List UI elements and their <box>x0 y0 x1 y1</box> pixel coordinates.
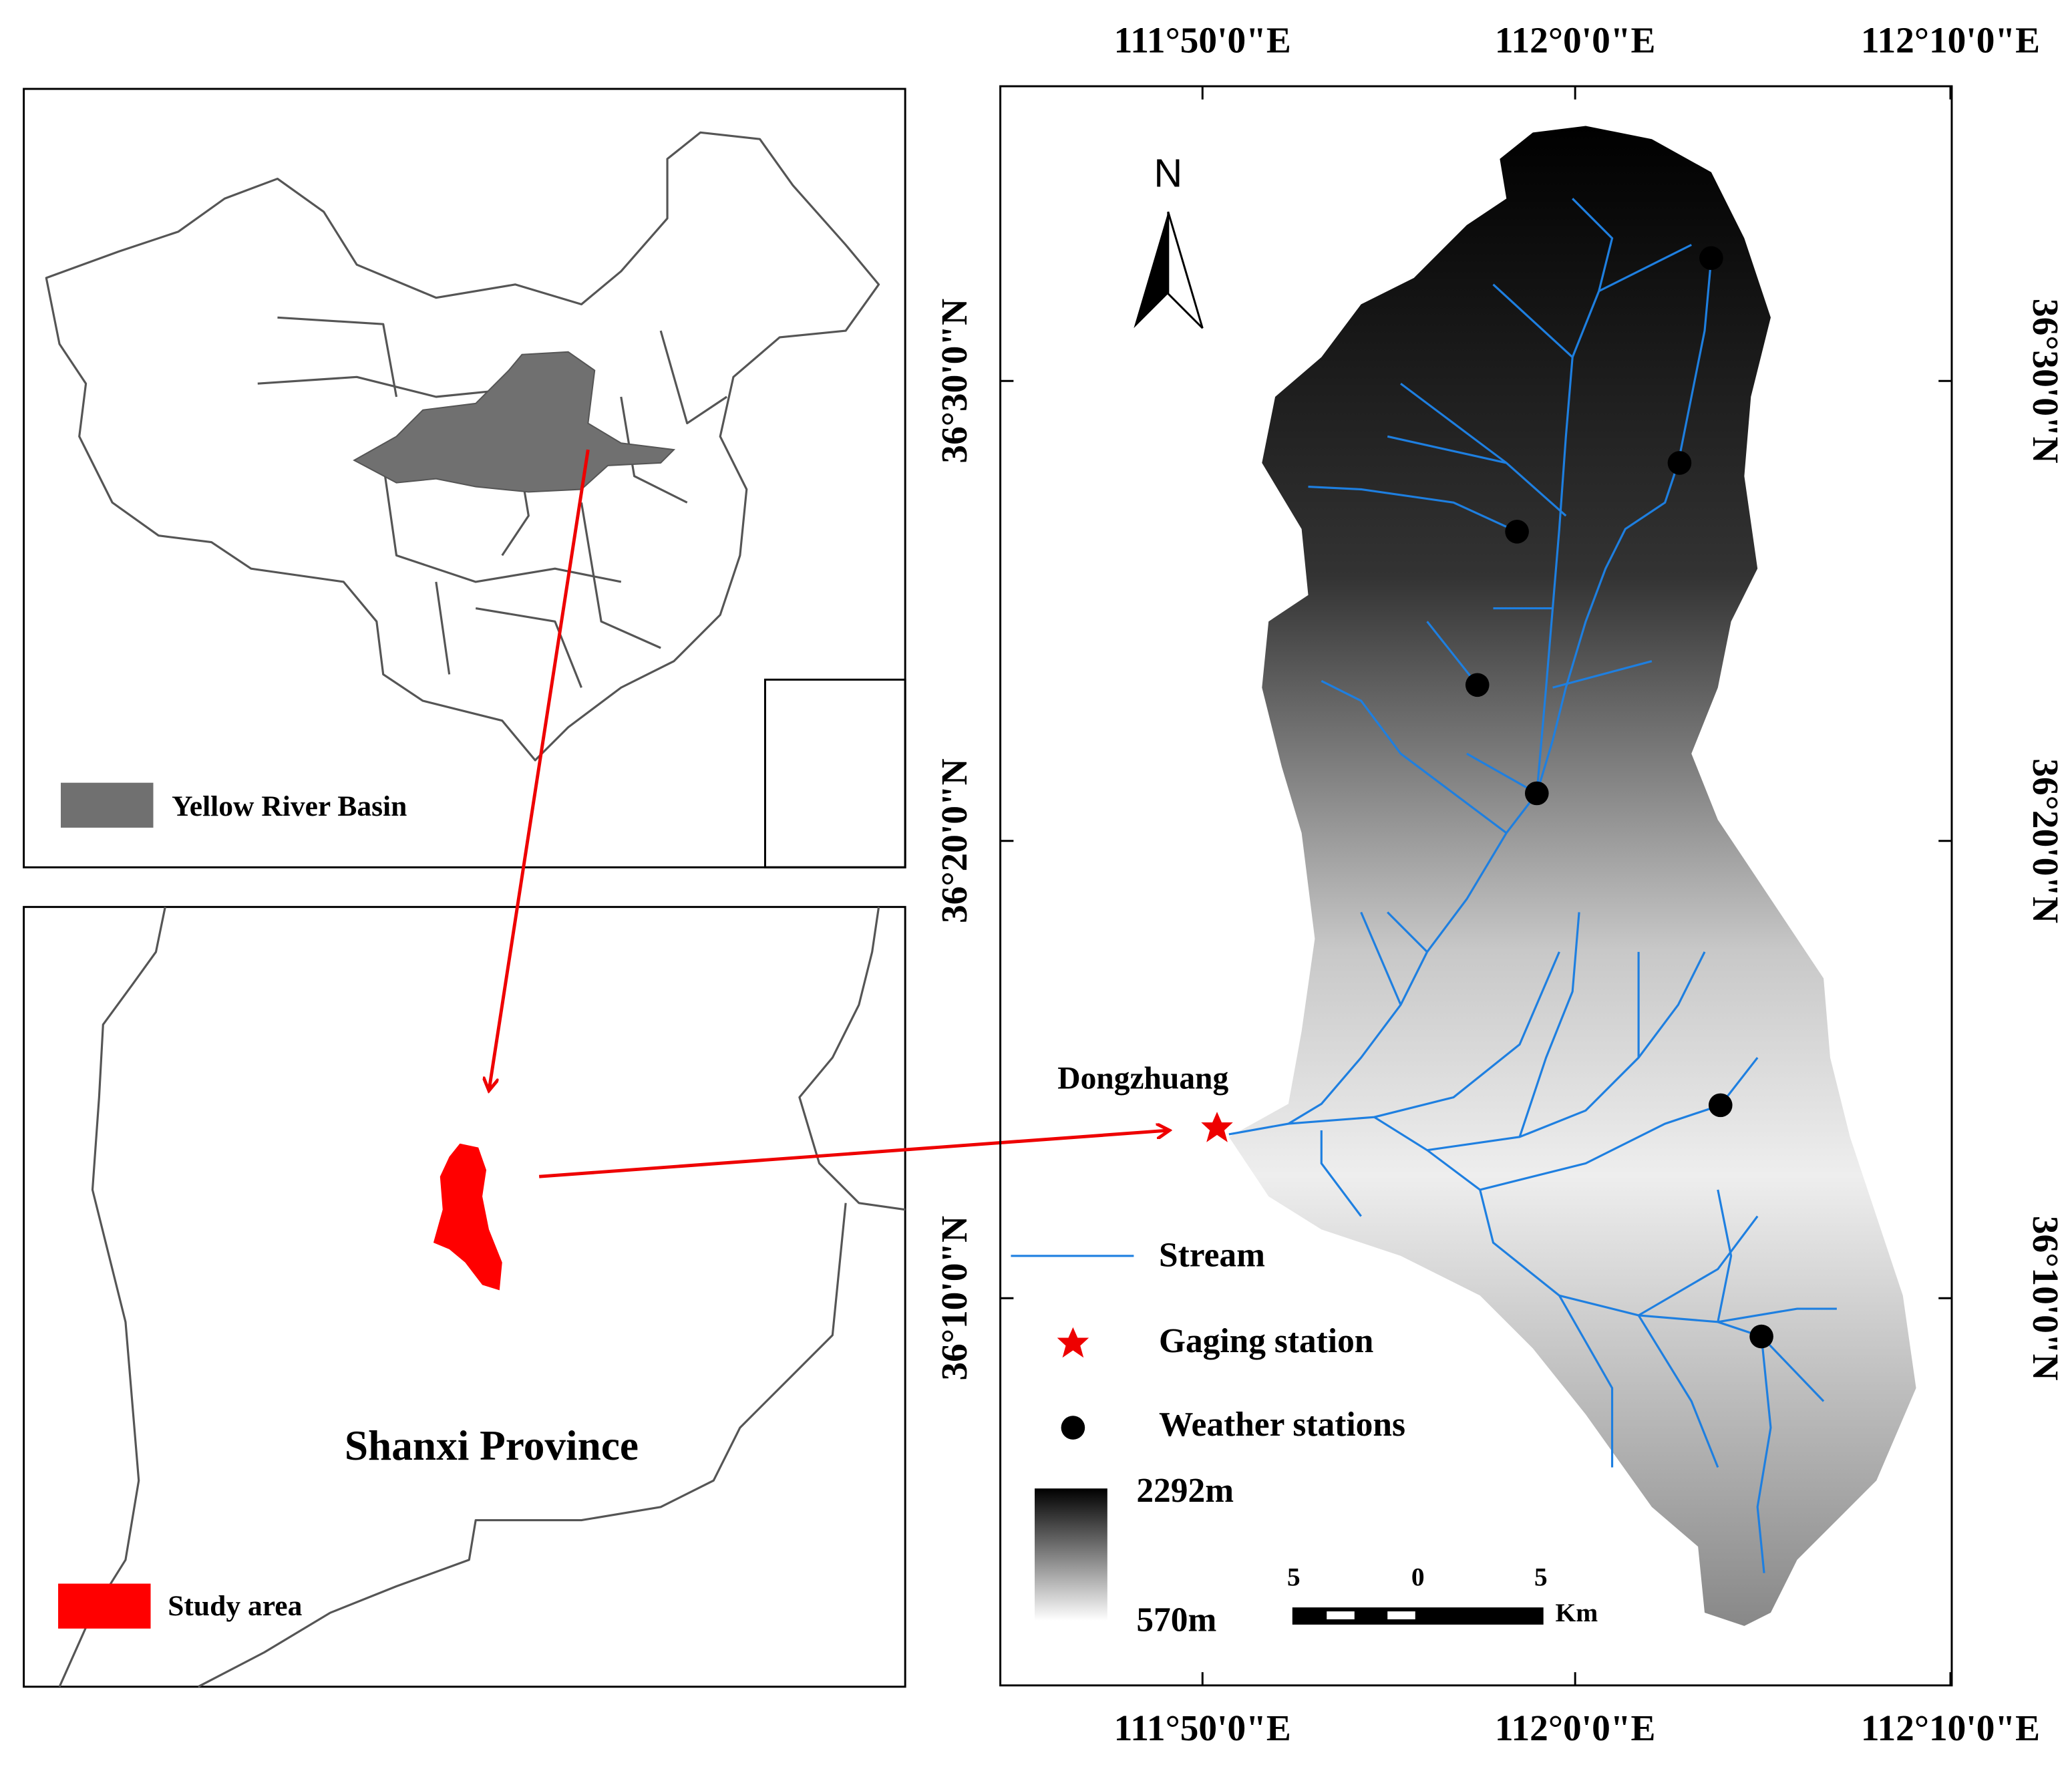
scale-bar-segment <box>1387 1611 1415 1619</box>
stream <box>1536 198 1614 794</box>
weather-station <box>1749 1324 1773 1349</box>
north-arrow <box>1134 212 1168 329</box>
scale-label: 5 <box>1287 1563 1301 1592</box>
legend-swatch <box>61 782 154 828</box>
province-boundary-east <box>198 907 906 1688</box>
south-sea-inset <box>763 678 906 868</box>
weather-stations <box>1465 246 1773 1349</box>
scale-bar-segment <box>1327 1611 1355 1619</box>
stream <box>1288 1116 1772 1573</box>
stream <box>1308 244 1692 610</box>
lon-label: 112°10'0"E <box>1861 1708 2040 1748</box>
stream <box>1320 1130 1837 1468</box>
legend-swatch <box>58 1583 151 1629</box>
elevation-max: 2292m <box>1136 1472 1234 1510</box>
province-label: Shanxi Province <box>345 1422 639 1469</box>
legend-star <box>1057 1327 1089 1358</box>
china-outline <box>45 131 880 762</box>
lat-label: 36°10'0"N <box>2025 1216 2066 1381</box>
lat-label: 36°20'0"N <box>2025 758 2066 923</box>
lon-label: 112°0'0"E <box>1495 20 1656 61</box>
watershed-dem <box>1228 126 1916 1626</box>
scale-unit: Km <box>1555 1598 1598 1627</box>
weather-station <box>1505 519 1529 544</box>
lon-label: 111°50'0"E <box>1114 20 1291 61</box>
lon-label: 111°50'0"E <box>1114 1708 1291 1748</box>
north-arrow <box>1167 211 1204 329</box>
scale-label: 0 <box>1411 1563 1425 1592</box>
overview-frame <box>23 88 906 868</box>
legend-dot <box>1061 1416 1085 1440</box>
watershed-frame <box>999 85 1953 1687</box>
lon-label: 112°10'0"E <box>1861 20 2040 61</box>
elevation-bar <box>1035 1488 1107 1621</box>
weather-station <box>1667 451 1692 475</box>
province-boundary-west <box>58 907 166 1687</box>
coordinate-labels: 111°50'0"E 112°0'0"E 112°10'0"E 111°50'0"E 1… <box>934 20 2066 1748</box>
graticule-ticks <box>1000 86 1952 1685</box>
locator-arrow <box>538 1130 1170 1178</box>
gaging-station <box>1201 1112 1233 1142</box>
gauge-label: Dongzhuang <box>1057 1062 1228 1096</box>
province-frame <box>23 906 906 1688</box>
lat-label: 36°20'0"N <box>934 758 975 923</box>
streams <box>1228 198 1837 1573</box>
locator-arrow <box>489 449 590 1090</box>
legend-label: Gaging station <box>1159 1322 1373 1360</box>
legend-label: Stream <box>1159 1237 1265 1275</box>
weather-station <box>1699 246 1723 271</box>
north-label: N <box>1154 150 1182 195</box>
weather-station <box>1465 673 1490 697</box>
legend-label: Study area <box>168 1590 302 1622</box>
legend-label: Weather stations <box>1159 1406 1405 1444</box>
weather-station <box>1524 781 1549 806</box>
scale-label: 5 <box>1534 1563 1548 1592</box>
lon-label: 112°0'0"E <box>1495 1708 1656 1748</box>
yellow-river-basin <box>353 351 676 493</box>
lat-label: 36°30'0"N <box>2025 299 2066 464</box>
province-borders <box>257 316 727 688</box>
lat-label: 36°30'0"N <box>934 299 975 464</box>
stream <box>1374 912 1759 1191</box>
elevation-min: 570m <box>1136 1601 1216 1639</box>
study-area <box>433 1143 502 1291</box>
stream <box>1321 621 1653 1005</box>
lat-label: 36°10'0"N <box>934 1216 975 1381</box>
weather-station <box>1708 1093 1733 1118</box>
legend-label: Yellow River Basin <box>172 790 407 822</box>
